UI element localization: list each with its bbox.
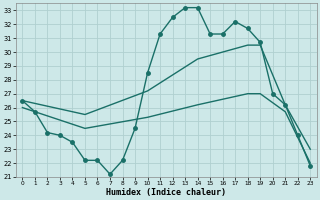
X-axis label: Humidex (Indice chaleur): Humidex (Indice chaleur) <box>106 188 226 197</box>
